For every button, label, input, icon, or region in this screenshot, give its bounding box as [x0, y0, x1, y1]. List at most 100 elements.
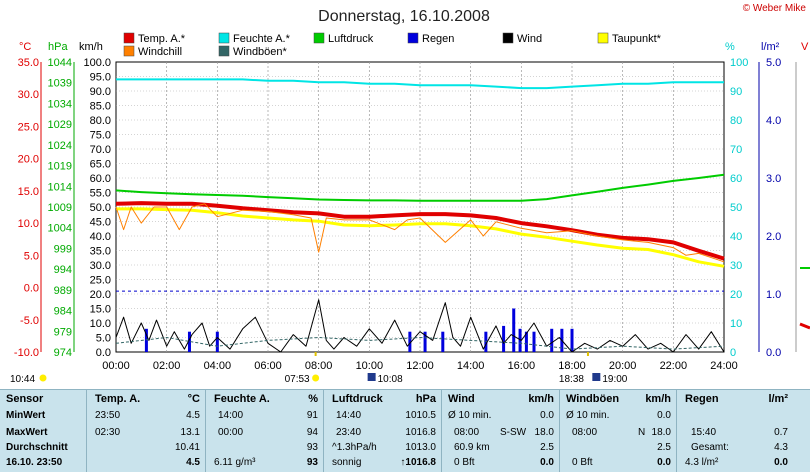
- wind-tick-label: 30.0: [90, 260, 111, 272]
- sunrise-time: 07:53: [285, 374, 310, 385]
- windboen-label: Ø 10 min.: [566, 410, 610, 421]
- rain-bar: [524, 331, 528, 352]
- wind-tick-label: 75.0: [90, 130, 111, 142]
- rain-bar: [570, 328, 574, 352]
- feuchte-header: Feuchte A.: [214, 393, 270, 405]
- wind-tick-label: 20.0: [90, 289, 111, 301]
- windboen-bft: 0 Bft: [572, 457, 593, 468]
- temp-unit: °C: [187, 393, 200, 405]
- x-tick-label: 10:00: [356, 360, 384, 372]
- temp-tick-label: 5.0: [24, 250, 39, 262]
- regen-header: Regen: [685, 393, 719, 405]
- rain-tick-label: 5.0: [766, 57, 781, 69]
- series-windb-en-line: [115, 337, 725, 350]
- x-tick-label: 06:00: [254, 360, 282, 372]
- pressure-tick-label: 1039: [48, 78, 72, 90]
- legend-swatch: [597, 32, 609, 44]
- unit-temp: °C: [19, 41, 31, 53]
- legend-swatch: [502, 32, 514, 44]
- plot-area: [115, 78, 725, 353]
- col-feuchte: Feuchte A. % 14:00 91 00:00 94 93 6.11 g…: [205, 390, 324, 472]
- feuchte-value: 93: [306, 442, 318, 453]
- legend-label: Luftdruck: [328, 33, 374, 45]
- row-label: MaxWert: [6, 427, 48, 438]
- wind-label: Ø 10 min.: [448, 410, 492, 421]
- legend-label: Wind: [517, 33, 542, 45]
- rain-bar: [423, 331, 427, 352]
- feuchte-time: 14:00: [218, 410, 244, 421]
- windboen-direction: N: [638, 427, 646, 438]
- wind-tick-label: 50.0: [90, 202, 111, 214]
- wind-current: 0.0: [540, 457, 554, 468]
- sunset-time: 18:38: [559, 374, 584, 385]
- wind-time: 08:00: [454, 427, 480, 438]
- unit-wind: km/h: [79, 41, 103, 53]
- row-label: 16.10. 23:50: [6, 457, 63, 468]
- legend-label: Taupunkt*: [612, 33, 662, 45]
- humidity-tick-label: 30: [730, 260, 742, 272]
- wind-tick-label: 70.0: [90, 144, 111, 156]
- x-tick-label: 20:00: [609, 360, 637, 372]
- col-regen: Regen l/m² 15:40 0.7 Gesamt: 4.3 4.3 l/m…: [676, 390, 794, 472]
- row-label: MinWert: [6, 410, 46, 421]
- temp-value: 13.1: [180, 427, 200, 438]
- windboen-value: 18.0: [651, 427, 671, 438]
- weather-chart: Donnerstag, 16.10.2008 Temp. A.* Feuchte …: [10, 8, 810, 385]
- feuchte-value: 94: [306, 427, 318, 438]
- legend-label: Windchill: [138, 46, 182, 58]
- luftdruck-trend: ^1.3hPa/h: [332, 442, 377, 453]
- temp-time: 23:50: [95, 410, 121, 421]
- row-label: Durchschnitt: [6, 442, 68, 453]
- luftdruck-value: 1010.5: [405, 410, 436, 421]
- legend-swatch: [313, 32, 325, 44]
- x-tick-label: 00:00: [102, 360, 130, 372]
- humidity-tick-label: 80: [730, 115, 742, 127]
- wind-distance: 60.9 km: [454, 442, 490, 453]
- x-tick-label: 18:00: [558, 360, 586, 372]
- pressure-tick-label: 1034: [48, 98, 72, 110]
- rain-bar: [532, 331, 536, 352]
- wind-tick-label: 45.0: [90, 217, 111, 229]
- rain-bar: [187, 331, 191, 352]
- chart-title: Donnerstag, 16.10.2008: [318, 8, 490, 25]
- luftdruck-time: 14:40: [336, 410, 362, 421]
- feuchte-current: 93: [306, 457, 318, 468]
- moonrise-icon: [367, 373, 376, 381]
- rain-tick-label: 2.0: [766, 231, 781, 243]
- unit-rain: l/m²: [761, 41, 780, 53]
- luftdruck-forecast: sonnig: [332, 457, 362, 468]
- series-feuchte-a-line: [116, 78, 724, 90]
- series-luftdruck-line: [115, 173, 725, 202]
- temp-tick-label: -10.0: [14, 347, 39, 359]
- humidity-tick-label: 40: [730, 231, 742, 243]
- moonset-time: 19:00: [602, 374, 627, 385]
- wind-tick-label: 0.0: [96, 347, 111, 359]
- stats-table: Sensor MinWert MaxWert Durchschnitt 16.1…: [0, 389, 810, 472]
- temp-tick-label: 15.0: [18, 186, 39, 198]
- temp-tick-label: 25.0: [18, 121, 39, 133]
- temp-current: 4.5: [186, 457, 200, 468]
- wind-tick-label: 90.0: [90, 86, 111, 98]
- wind-tick-label: 80.0: [90, 115, 111, 127]
- x-tick-label: 16:00: [508, 360, 536, 372]
- series-taupunkt-line: [116, 207, 725, 268]
- credit: © Weber Mike: [742, 3, 806, 14]
- humidity-tick-label: 70: [730, 144, 742, 156]
- feuchte-unit: %: [308, 393, 318, 405]
- wind-value: 2.5: [540, 442, 554, 453]
- wind-value: 0.0: [540, 410, 554, 421]
- pressure-tick-label: 1004: [48, 223, 72, 235]
- temp-value: 4.5: [186, 410, 200, 421]
- wind-unit: km/h: [528, 393, 554, 405]
- unit-right-cut: V: [801, 41, 809, 53]
- col-sensor: Sensor MinWert MaxWert Durchschnitt 16.1…: [0, 390, 86, 472]
- humidity-tick-label: 0: [730, 347, 736, 359]
- luftdruck-value: 1013.0: [405, 442, 436, 453]
- pressure-tick-label: 994: [54, 264, 72, 276]
- rain-bar: [215, 331, 219, 352]
- wind-header: Wind: [448, 393, 475, 405]
- humidity-tick-label: 50: [730, 202, 742, 214]
- unit-pressure: hPa: [48, 41, 68, 53]
- series-temp-a-line: [115, 201, 725, 261]
- x-tick-label: 02:00: [153, 360, 181, 372]
